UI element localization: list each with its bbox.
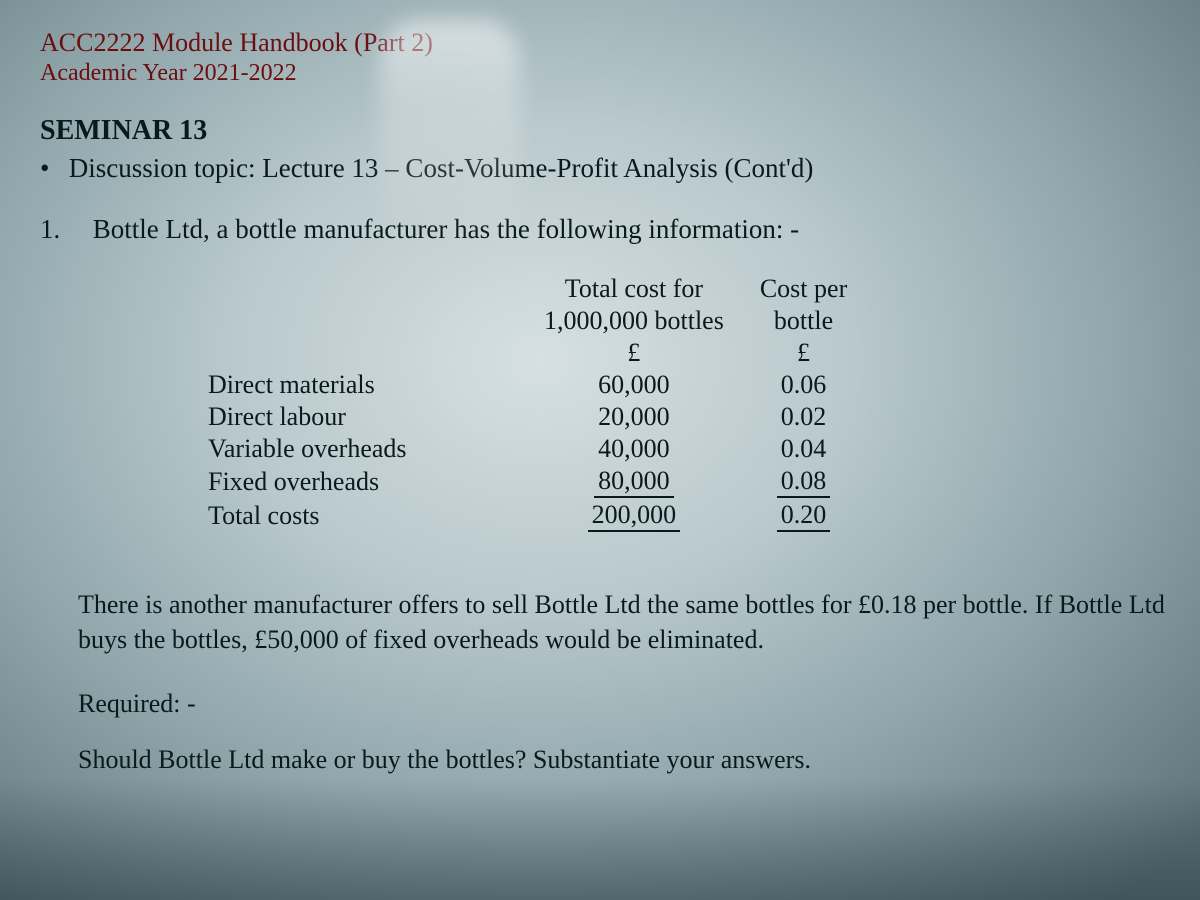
table-header-row-1: Total cost for Cost per <box>190 273 865 305</box>
row-label: Variable overheads <box>190 433 526 465</box>
question-text: Bottle Ltd, a bottle manufacturer has th… <box>93 214 799 244</box>
table-row: Direct labour 20,000 0.02 <box>190 401 865 433</box>
bullet-icon: • <box>40 153 62 184</box>
question-row: 1. Bottle Ltd, a bottle manufacturer has… <box>40 214 1166 245</box>
row-unit: 0.06 <box>742 369 865 401</box>
module-header: ACC2222 Module Handbook (Part 2) <box>40 28 1166 58</box>
table-row: Fixed overheads 80,000 0.08 <box>190 465 865 499</box>
row-unit: 0.08 <box>742 465 865 499</box>
cost-table-wrap: Total cost for Cost per 1,000,000 bottle… <box>190 273 1166 533</box>
question-number: 1. <box>40 214 86 245</box>
row-unit: 0.02 <box>742 401 865 433</box>
discussion-topic-row: • Discussion topic: Lecture 13 – Cost-Vo… <box>40 153 1166 184</box>
required-label: Required: - <box>78 689 1166 719</box>
row-label: Total costs <box>190 499 526 533</box>
discussion-topic-value: Lecture 13 – Cost-Volume-Profit Analysis… <box>262 153 813 183</box>
scenario-paragraph: There is another manufacturer offers to … <box>78 587 1166 657</box>
document-page: ACC2222 Module Handbook (Part 2) Academi… <box>0 0 1200 775</box>
row-total: 40,000 <box>526 433 742 465</box>
seminar-title: SEMINAR 13 <box>40 115 1166 147</box>
col-total-currency: £ <box>526 337 742 369</box>
table-row: Variable overheads 40,000 0.04 <box>190 433 865 465</box>
row-unit: 0.20 <box>742 499 865 533</box>
row-total: 60,000 <box>526 369 742 401</box>
col-unit-currency: £ <box>742 337 865 369</box>
row-label: Fixed overheads <box>190 465 526 499</box>
table-header-row-2: 1,000,000 bottles bottle <box>190 305 865 337</box>
col-unit-line2: bottle <box>742 305 865 337</box>
academic-year: Academic Year 2021-2022 <box>40 60 1166 87</box>
row-total: 80,000 <box>526 465 742 499</box>
row-label: Direct labour <box>190 401 526 433</box>
col-total-line1: Total cost for <box>526 273 742 305</box>
col-total-line2: 1,000,000 bottles <box>526 305 742 337</box>
required-question: Should Bottle Ltd make or buy the bottle… <box>78 745 1166 775</box>
cost-table: Total cost for Cost per 1,000,000 bottle… <box>190 273 865 533</box>
table-row-total: Total costs 200,000 0.20 <box>190 499 865 533</box>
row-total: 200,000 <box>526 499 742 533</box>
row-label: Direct materials <box>190 369 526 401</box>
discussion-topic-label: Discussion topic: <box>69 153 256 183</box>
table-row: Direct materials 60,000 0.06 <box>190 369 865 401</box>
col-unit-line1: Cost per <box>742 273 865 305</box>
row-total: 20,000 <box>526 401 742 433</box>
table-currency-row: £ £ <box>190 337 865 369</box>
row-unit: 0.04 <box>742 433 865 465</box>
bottom-shadow <box>0 780 1200 900</box>
